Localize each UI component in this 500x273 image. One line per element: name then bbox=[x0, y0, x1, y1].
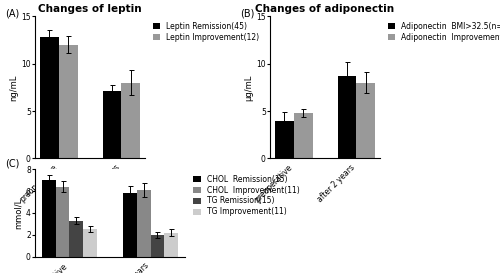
Bar bbox=[122, 83, 140, 158]
Text: (C): (C) bbox=[5, 158, 20, 168]
Legend: Leptin Remission(45), Leptin Improvement(12): Leptin Remission(45), Leptin Improvement… bbox=[151, 20, 261, 43]
Bar bbox=[137, 190, 150, 257]
Legend: Adiponectin  BMI>32.5(n=57), Adiponectin  Improvement(12): Adiponectin BMI>32.5(n=57), Adiponectin … bbox=[386, 20, 500, 43]
Title: Changes of leptin: Changes of leptin bbox=[38, 4, 142, 14]
Bar bbox=[123, 193, 137, 257]
Bar bbox=[42, 180, 56, 257]
Title: Changes of adiponectin: Changes of adiponectin bbox=[256, 4, 394, 14]
Bar bbox=[70, 221, 83, 257]
Bar bbox=[83, 229, 97, 257]
Bar bbox=[294, 113, 312, 158]
Bar bbox=[356, 83, 375, 158]
Bar bbox=[164, 233, 178, 257]
Bar bbox=[56, 187, 70, 257]
Bar bbox=[338, 76, 356, 158]
Text: (B): (B) bbox=[240, 8, 254, 18]
Y-axis label: μg/mL: μg/mL bbox=[244, 74, 254, 100]
Bar bbox=[102, 91, 122, 158]
Y-axis label: ng/mL: ng/mL bbox=[10, 74, 18, 100]
Bar bbox=[150, 235, 164, 257]
Y-axis label: mmol/L: mmol/L bbox=[14, 197, 23, 229]
Bar bbox=[40, 37, 59, 158]
Bar bbox=[59, 45, 78, 158]
Text: (A): (A) bbox=[5, 8, 19, 18]
Legend: CHOL  Remission(15), CHOL  Improvement(11), TG Remission(15), TG Improvement(11): CHOL Remission(15), CHOL Improvement(11)… bbox=[192, 173, 302, 218]
Bar bbox=[275, 121, 294, 158]
